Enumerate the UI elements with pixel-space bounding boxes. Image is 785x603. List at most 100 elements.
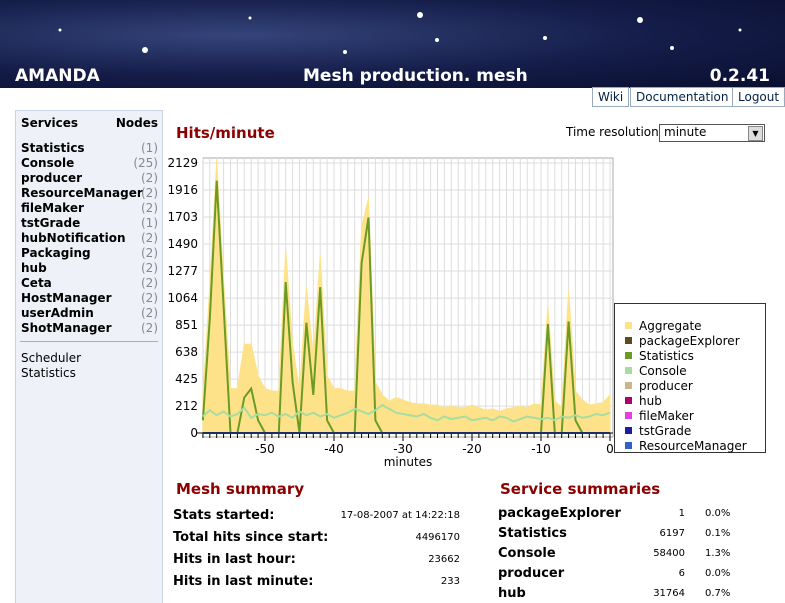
resolution-value: minute (664, 125, 707, 139)
service-name: Statistics (498, 526, 567, 541)
service-name: Ceta (21, 276, 52, 290)
service-row[interactable]: ShotManager (2) (21, 321, 158, 336)
service-name: Packaging (21, 246, 91, 260)
summary-value: 17-08-2007 at 14:22:18 (340, 510, 460, 521)
service-hits: 31764 (653, 588, 685, 599)
sidebar-head: Services Nodes (21, 116, 158, 131)
service-name: hub (498, 586, 526, 601)
summary-label: Stats started: (173, 508, 275, 523)
legend-swatch (625, 367, 632, 374)
service-name: hub (21, 261, 47, 275)
legend: Aggregate packageExplorer Statistics Consol… (614, 303, 766, 453)
service-row[interactable]: hubNotification (2) (21, 231, 158, 246)
nodes-header: Nodes (115, 116, 158, 130)
y-tick-label: 1277 (167, 264, 198, 278)
service-name: fileMaker (21, 201, 84, 215)
x-tick-label: -10 (531, 442, 551, 456)
stars (58, 12, 742, 54)
y-tick-label: 851 (175, 318, 198, 332)
legend-entry: fileMaker (625, 409, 694, 424)
service-name: ResourceManager (21, 186, 143, 200)
summary-label: Hits in last hour: (173, 552, 296, 567)
statistics-link[interactable]: Statistics (21, 366, 76, 380)
service-share: 0.0% (705, 568, 731, 579)
service-share: 0.0% (705, 508, 731, 519)
service-hits: 6197 (659, 528, 685, 539)
service-row[interactable]: tstGrade (1) (21, 216, 158, 231)
x-tick-label: -20 (462, 442, 482, 456)
summary-label: Hits in last minute: (173, 574, 314, 589)
x-tick-label: -50 (255, 442, 275, 456)
x-tick-label: -30 (393, 442, 413, 456)
service-name: userAdmin (21, 306, 94, 320)
service-name: HostManager (21, 291, 112, 305)
documentation-link[interactable]: Documentation (630, 87, 735, 107)
node-count: (2) (141, 201, 158, 215)
node-count: (1) (141, 141, 158, 155)
legend-swatch (625, 352, 632, 359)
chart-title: Hits/minute (176, 124, 275, 142)
x-axis-label: minutes (384, 455, 433, 469)
scheduler-link[interactable]: Scheduler (21, 351, 82, 365)
summary-value: 233 (440, 576, 460, 587)
legend-swatch (625, 442, 632, 449)
y-tick-label: 1703 (167, 210, 198, 224)
service-name: Console (498, 546, 556, 561)
legend-entry: packageExplorer (625, 334, 740, 349)
y-tick-label: 1064 (167, 291, 198, 305)
app-name: AMANDA (15, 66, 100, 86)
version: 0.2.41 (709, 66, 770, 86)
legend-entry: Statistics (625, 349, 694, 364)
node-count: (2) (141, 321, 158, 335)
service-name: producer (21, 171, 83, 185)
service-row[interactable]: fileMaker (2) (21, 201, 158, 216)
legend-entry: Console (625, 364, 687, 379)
header: AMANDA Mesh production. mesh 0.2.41 (0, 0, 785, 88)
chart: 0 212 425 638 851 1064 1277 1490 1703 1916 2129 -50… (167, 156, 614, 469)
legend-swatch (625, 337, 632, 344)
x-tick-label: 0 (606, 442, 614, 456)
service-row[interactable]: producer (2) (21, 171, 158, 186)
legend-swatch (625, 412, 632, 419)
resolution-select[interactable]: minute ▼ (659, 124, 765, 142)
service-summaries-title: Service summaries (500, 480, 661, 498)
logout-link[interactable]: Logout (732, 87, 785, 107)
sidebar: Services Nodes Scheduler Statistics Stati… (15, 110, 163, 603)
node-count: (2) (141, 231, 158, 245)
summary-value: 4496170 (415, 532, 460, 543)
node-count: (2) (141, 246, 158, 260)
service-name: ShotManager (21, 321, 112, 335)
service-row[interactable]: userAdmin (2) (21, 306, 158, 321)
legend-entry: tstGrade (625, 424, 691, 439)
node-count: (2) (141, 276, 158, 290)
page-title: Mesh production. mesh (303, 66, 528, 86)
service-row[interactable]: Console (25) (21, 156, 158, 171)
summary-label: Total hits since start: (173, 530, 329, 545)
service-name: Console (21, 156, 75, 170)
service-name: packageExplorer (498, 506, 621, 521)
legend-swatch (625, 397, 632, 404)
service-row[interactable]: Statistics (1) (21, 141, 158, 156)
service-row[interactable]: Ceta (2) (21, 276, 158, 291)
service-row[interactable]: Packaging (2) (21, 246, 158, 261)
y-tick-label: 1490 (167, 237, 198, 251)
y-tick-label: 212 (175, 399, 198, 413)
node-count: (2) (141, 261, 158, 275)
service-row[interactable]: hub (2) (21, 261, 158, 276)
node-count: (2) (141, 171, 158, 185)
line (202, 403, 611, 423)
service-hits: 1 (678, 508, 685, 519)
service-share: 1.3% (705, 548, 731, 559)
wiki-link[interactable]: Wiki (592, 87, 630, 107)
node-count: (1) (141, 216, 158, 230)
legend-entry: producer (625, 379, 693, 394)
legend-entry: ResourceManager (625, 439, 747, 454)
y-tick-label: 638 (175, 345, 198, 359)
service-hits: 6 (678, 568, 685, 579)
service-share: 0.1% (705, 528, 731, 539)
node-count: (2) (141, 291, 158, 305)
service-row[interactable]: HostManager (2) (21, 291, 158, 306)
node-count: (2) (141, 306, 158, 320)
service-row[interactable]: ResourceManager (2) (21, 186, 158, 201)
y-tick-label: 0 (190, 426, 198, 440)
